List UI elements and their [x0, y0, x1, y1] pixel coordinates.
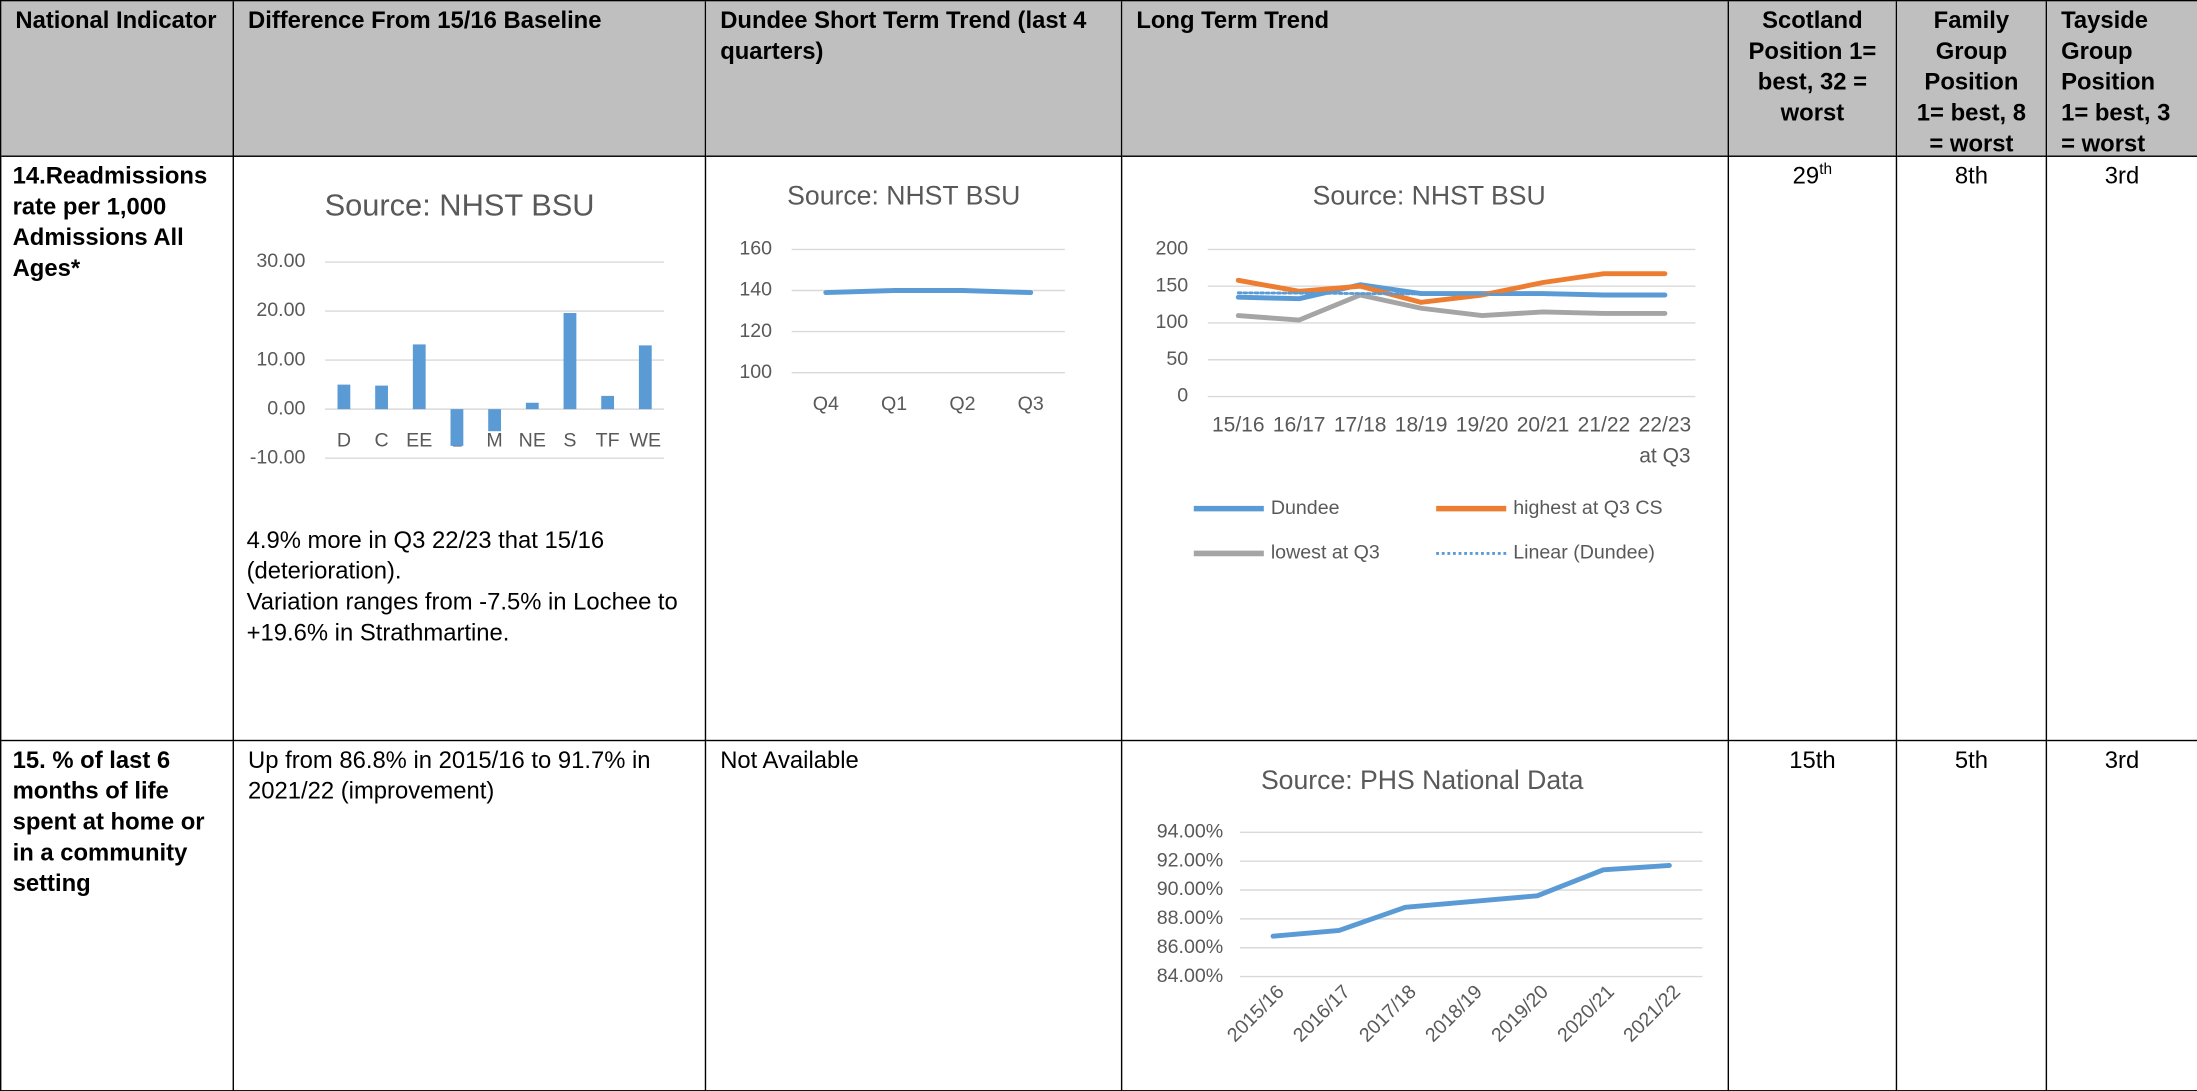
difference-text: Up from 86.8% in 2015/16 to 91.7% in 202…	[233, 741, 707, 1091]
scotland-position: 15th	[1729, 741, 1898, 1091]
paragraph: 4.9% more in Q3 22/23 that 15/16 (deteri…	[246, 526, 605, 585]
short-term-cell	[706, 156, 1123, 742]
header-cell: Scotland Position 1= best, 32 = worst	[1729, 1, 1898, 157]
long-term-cell	[1122, 156, 1730, 742]
difference-text: 4.9% more in Q3 22/23 that 15/16 (deteri…	[247, 525, 681, 648]
indicator: 14.Readmissions rate per 1,000 Admission…	[1, 156, 234, 742]
short-term-text: Not Available	[706, 741, 1123, 1091]
long-term-cell	[1122, 741, 1730, 1091]
indicator: 15. % of last 6 months of life spent at …	[1, 741, 234, 1091]
position-suffix: th	[1819, 161, 1833, 179]
header-cell: Difference From 15/16 Baseline	[233, 1, 707, 157]
header-cell: Dundee Short Term Trend (last 4 quarters…	[706, 1, 1123, 157]
header-cell: Long Term Trend	[1122, 1, 1730, 157]
difference-cell	[233, 156, 707, 742]
scotland-position: 29th	[1729, 156, 1898, 742]
position-number: 29	[1792, 162, 1820, 190]
tayside-position: 3rd	[2047, 157, 2197, 742]
paragraph: Variation ranges from -7.5% in Lochee to…	[246, 588, 678, 646]
tayside-position: 3rd	[2047, 741, 2197, 1091]
header-cell: Tayside Group Position 1= best, 3 = wors…	[2047, 1, 2197, 157]
family-position: 5th	[1897, 741, 2048, 1091]
header-cell: Family Group Position 1= best, 8 = worst	[1897, 1, 2048, 157]
family-position: 8th	[1897, 156, 2048, 742]
header-cell: National Indicator	[1, 1, 234, 157]
